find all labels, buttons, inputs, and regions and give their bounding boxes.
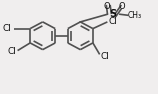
Text: CH₃: CH₃	[128, 11, 142, 20]
Text: Cl: Cl	[101, 52, 109, 61]
Text: Cl: Cl	[3, 24, 12, 33]
Text: O: O	[103, 2, 110, 11]
Text: S: S	[110, 9, 117, 19]
Text: Cl: Cl	[8, 47, 17, 56]
Text: O: O	[118, 2, 125, 11]
Text: Cl: Cl	[108, 17, 117, 26]
